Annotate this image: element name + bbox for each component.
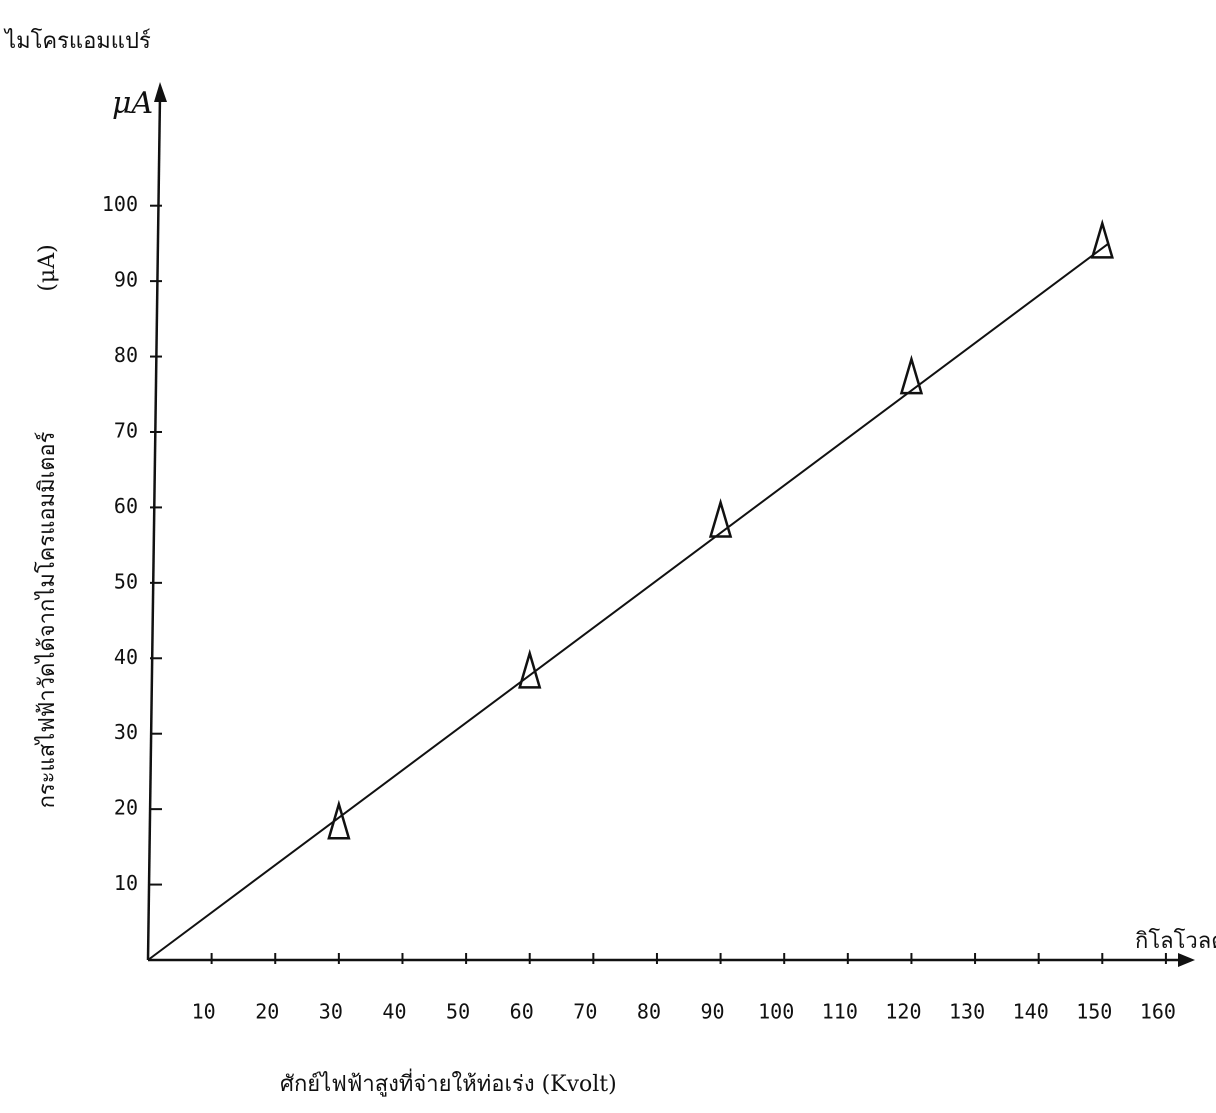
- y-tick-label: 60: [114, 494, 138, 518]
- data-point: [1090, 218, 1114, 259]
- y-tick-label: 40: [114, 645, 138, 669]
- x-tick-label: 80: [637, 1000, 661, 1024]
- data-point: [708, 498, 733, 538]
- y-axis-arrow: [154, 82, 167, 102]
- x-tick-label: 100: [758, 1000, 794, 1024]
- trend-line: [147, 242, 1110, 961]
- y-axis: [146, 94, 162, 961]
- data-point: [518, 648, 542, 689]
- corner-label: ไมโครแอมแปร์: [3, 28, 151, 54]
- x-tick-label: 20: [255, 1000, 279, 1024]
- x-tick-label: 120: [885, 1000, 921, 1024]
- x-tick-label: 140: [1013, 1000, 1049, 1024]
- x-tick-label: 110: [822, 1000, 858, 1024]
- y-tick-label: 30: [114, 720, 138, 744]
- x-tick-label: 50: [446, 1000, 470, 1024]
- y-tick-label: 70: [114, 418, 138, 442]
- y-tick-label: 100: [102, 192, 138, 216]
- y-axis-unit-label: (μA): [35, 244, 60, 291]
- x-tick-label: 40: [382, 1000, 406, 1024]
- x-tick-label: 160: [1140, 1000, 1176, 1024]
- y-tick-label: 10: [114, 871, 138, 895]
- y-tick-label: 50: [114, 569, 138, 593]
- x-tick-label: 150: [1076, 1000, 1112, 1024]
- y-tick-label: 90: [114, 268, 138, 292]
- x-tick-label: 30: [319, 1000, 343, 1024]
- x-axis-arrow: [1178, 953, 1195, 967]
- y-unit: μA: [112, 86, 153, 121]
- data-point: [327, 799, 351, 840]
- y-tick-label: 80: [114, 343, 138, 367]
- x-tick-label: 130: [949, 1000, 985, 1024]
- data-point: [899, 354, 924, 395]
- x-tick-label: 60: [510, 1000, 534, 1024]
- x-tick-label: 10: [192, 1000, 216, 1024]
- x-unit: กิโลโวลต์: [1135, 928, 1216, 954]
- y-axis-label: กระแสไฟฟ้าวัดได้จากไมโครแอมมิเตอร์: [34, 431, 60, 808]
- y-tick-label: 20: [114, 796, 138, 820]
- x-tick-label: 70: [573, 1000, 597, 1024]
- x-tick-label: 90: [701, 1000, 725, 1024]
- x-axis-label: ศักย์ไฟฟ้าสูงที่จ่ายให้ท่อเร่ง (Kvolt): [280, 1068, 617, 1097]
